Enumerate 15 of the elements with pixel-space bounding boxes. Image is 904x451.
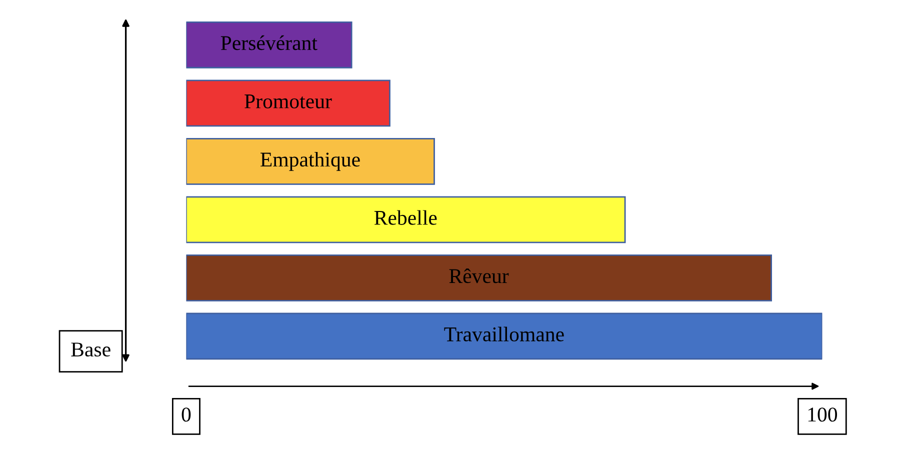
x-tick-label: 0: [182, 408, 191, 422]
bar: [186, 22, 352, 68]
y-tick-label: Persévérant: [220, 35, 318, 50]
y-tick-label: Promoteur: [244, 94, 332, 108]
bar: [186, 196, 626, 244]
bar: [186, 80, 390, 127]
y-tick-label: Rêveur: [449, 268, 509, 284]
bar: [186, 312, 822, 360]
x-tick-label: 100: [808, 408, 838, 422]
bar: [186, 254, 772, 302]
bar: [186, 138, 435, 185]
y-axis-title: Base: [71, 342, 110, 357]
y-tick-label: Empathique: [260, 152, 360, 171]
y-tick-label: Travaillomane: [444, 326, 564, 342]
y-tick-label: Rebelle: [374, 210, 437, 225]
